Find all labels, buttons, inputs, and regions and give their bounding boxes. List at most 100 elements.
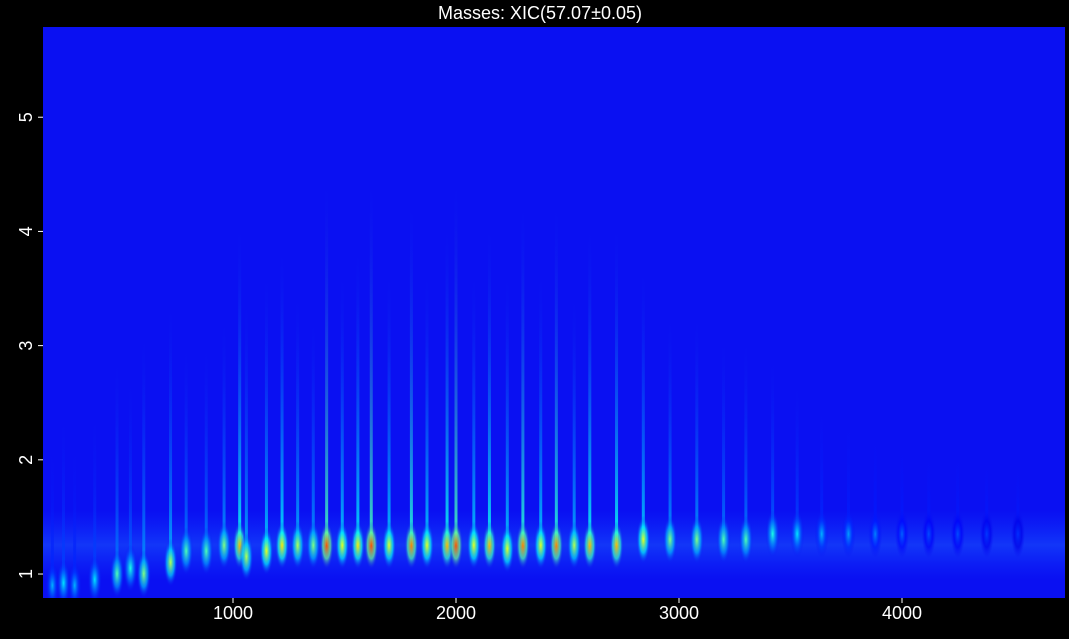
y-tick-label: 2 [16,455,36,465]
peak [319,172,334,570]
peak-spot [868,510,883,559]
peak-streak [615,218,619,546]
peak [420,265,435,570]
peak [636,262,651,564]
peak [765,351,780,559]
peak-streak [487,218,491,546]
peak [979,451,994,559]
peak [239,294,254,581]
peak [515,195,530,570]
peak [123,373,138,593]
peak-streak [409,195,413,546]
x-tick-label: 1000 [213,603,253,623]
peak-spot [56,559,71,598]
peak-streak [369,172,373,546]
peak-spot [689,515,704,564]
peak-spot [306,521,321,570]
peak [199,338,214,576]
peak-streak [472,265,476,546]
peak-spot [163,538,178,587]
peak [350,242,365,570]
peak-streak [238,218,242,546]
peak-spot [549,521,564,570]
peak [87,405,102,598]
peak-streak [169,297,173,563]
peak-spot [350,521,365,570]
peak-spot [582,521,597,570]
peak-streak [900,433,904,535]
peak-streak [445,218,449,546]
peak-spot [364,521,379,570]
peak-spot [319,521,334,570]
peak-streak [771,351,775,535]
y-tick-label: 1 [16,569,36,579]
peak [533,265,548,570]
peak-spot [950,510,965,559]
peak-spot [466,521,481,570]
peak [663,309,678,564]
peak-spot [290,521,305,570]
peak [382,265,397,570]
peak-streak [588,218,592,546]
peak-spot [979,510,994,559]
peak-streak [93,405,97,580]
peak [716,332,731,564]
peak-spot [1010,510,1025,559]
peak [110,352,125,598]
peak-spot [67,561,82,598]
peak-spot [814,510,829,559]
peak-streak [572,288,576,546]
peak-streak [142,327,146,575]
peak-streak [641,262,645,540]
peak-spot [123,544,138,593]
x-tick-label: 4000 [882,603,922,623]
peak-streak [554,195,558,546]
peak [466,265,481,570]
peak-spot [921,510,936,559]
peak [1010,456,1025,559]
peak [136,327,151,598]
peak [179,338,194,576]
peak-spot [567,521,582,570]
peak [921,442,936,559]
x-tick-label: 3000 [659,603,699,623]
peak-streak [115,352,119,575]
peak-spot [259,527,274,576]
peak-spot [217,521,232,570]
peak-streak [454,172,458,546]
peak [404,195,419,570]
peak [500,267,515,573]
peak-streak [387,265,391,546]
peak-streak [425,265,429,546]
peak [790,374,805,559]
peak-streak [505,267,509,549]
peak [163,297,178,587]
peak-streak [296,288,300,546]
peak-streak [985,451,989,535]
peak [448,172,463,570]
peak-streak [325,172,329,546]
peak-spot [404,521,419,570]
peak-spot [765,510,780,559]
y-tick-label: 4 [16,226,36,236]
peak [738,332,753,564]
peak-spot [841,510,856,559]
peak [567,288,582,570]
y-tick-label: 3 [16,341,36,351]
peak-spot [533,521,548,570]
peak-streak [1016,456,1020,535]
peak-streak [340,265,344,546]
peak [67,434,82,598]
peak [217,312,232,570]
peak-streak [846,406,850,535]
peak [306,312,321,570]
peak [45,434,60,598]
peak-streak [744,332,748,540]
peak-spot [738,515,753,564]
peak-streak [820,397,824,535]
y-tick-label: 5 [16,112,36,122]
chart-title: Masses: XIC(57.07±0.05) [438,3,642,23]
peak-spot [335,521,350,570]
peak-streak [50,434,54,586]
